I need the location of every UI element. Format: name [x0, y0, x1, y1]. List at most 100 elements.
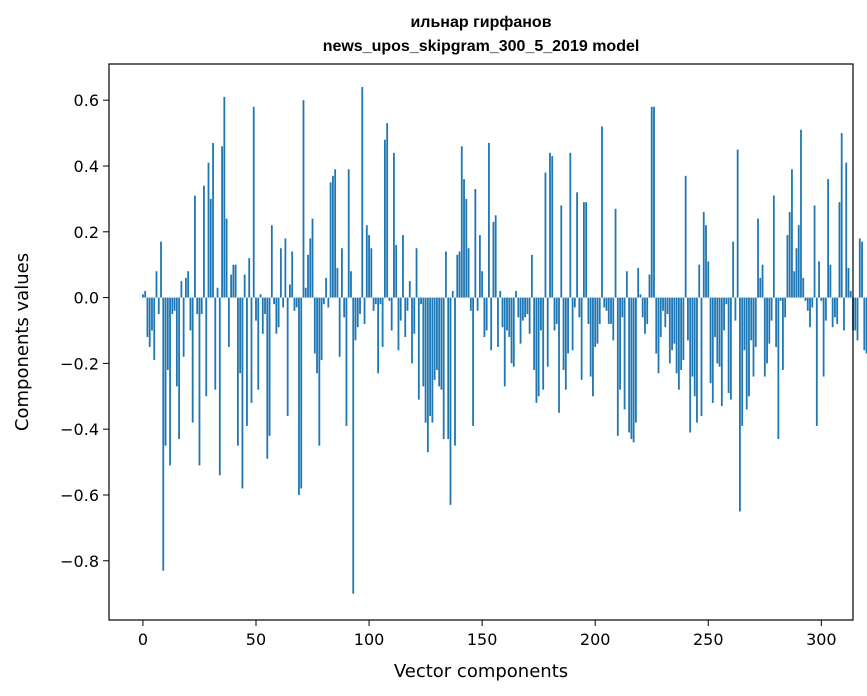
bar-190: [571, 297, 574, 351]
bar-310: [843, 297, 845, 331]
bar-117: [406, 297, 409, 311]
y-tick-label: −0.2: [60, 354, 99, 373]
bar-172: [530, 254, 533, 298]
bar-268: [748, 297, 750, 397]
bar-164: [512, 297, 515, 367]
bar-10: [164, 297, 167, 446]
bar-51: [257, 297, 260, 390]
y-tick-label: −0.6: [60, 486, 99, 505]
bar-193: [578, 297, 581, 318]
bar-52: [259, 294, 262, 298]
bar-32: [214, 297, 217, 390]
bar-192: [576, 192, 579, 298]
bar-245: [696, 297, 698, 423]
bar-56: [268, 297, 271, 436]
bar-146: [472, 297, 474, 426]
bar-106: [381, 297, 384, 347]
bar-83: [329, 182, 332, 298]
bar-23: [194, 195, 196, 298]
bar-302: [824, 297, 827, 321]
bar-55: [266, 297, 269, 459]
bar-282: [779, 297, 782, 301]
bar-194: [580, 297, 583, 380]
bar-318: [861, 241, 863, 298]
bar-129: [433, 297, 436, 380]
bar-200: [594, 297, 597, 347]
bar-157: [497, 297, 499, 347]
bar-213: [623, 297, 626, 410]
bar-67: [293, 297, 296, 311]
bar-295: [809, 297, 811, 328]
bar-81: [325, 277, 327, 298]
bar-3: [148, 297, 151, 347]
bar-206: [607, 297, 610, 324]
bar-315: [854, 297, 857, 331]
bar-140: [458, 251, 461, 298]
x-tick-label: 100: [354, 630, 385, 649]
bar-299: [818, 261, 820, 298]
bar-38: [227, 297, 230, 347]
bar-281: [777, 297, 780, 440]
bar-48: [250, 297, 253, 403]
bar-301: [822, 297, 825, 377]
x-tick-label: 0: [138, 630, 148, 649]
bar-154: [490, 297, 493, 351]
bar-235: [673, 297, 676, 344]
bar-19: [184, 277, 187, 298]
bar-99: [365, 225, 368, 298]
bar-41: [234, 264, 237, 298]
bar-101: [370, 248, 373, 298]
bar-162: [508, 297, 511, 338]
bar-13: [171, 297, 174, 315]
bar-135: [447, 297, 450, 440]
bar-207: [610, 297, 612, 324]
bar-97: [361, 87, 364, 298]
bar-228: [657, 297, 660, 374]
bar-274: [761, 264, 764, 298]
bar-217: [632, 297, 635, 443]
bar-49: [252, 106, 255, 298]
bar-178: [544, 172, 547, 298]
bar-158: [499, 291, 502, 298]
bar-114: [399, 297, 402, 321]
bar-170: [526, 297, 529, 315]
bar-63: [284, 238, 287, 298]
bar-307: [836, 297, 839, 324]
bar-27: [203, 185, 205, 298]
bar-290: [797, 225, 800, 298]
bar-108: [386, 123, 389, 298]
y-tick-label: 0.0: [74, 289, 99, 308]
bar-125: [424, 297, 427, 423]
bar-183: [555, 297, 558, 324]
bar-75: [311, 218, 314, 298]
bar-119: [411, 297, 413, 364]
bar-5: [153, 297, 156, 361]
bar-111: [393, 152, 395, 298]
bar-45: [243, 274, 246, 298]
bar-0: [142, 294, 144, 298]
bar-1: [144, 291, 147, 298]
bar-216: [630, 297, 633, 440]
bar-124: [422, 297, 425, 387]
bar-179: [546, 297, 549, 367]
bars-group: [142, 87, 867, 594]
bar-198: [589, 297, 592, 377]
x-tick-label: 250: [693, 630, 724, 649]
bar-250: [707, 261, 710, 298]
bar-58: [273, 297, 275, 305]
x-axis-label: Vector components: [394, 661, 568, 682]
bar-316: [856, 297, 859, 341]
bar-226: [653, 106, 655, 298]
bar-271: [754, 297, 757, 347]
x-tick-label: 300: [806, 630, 837, 649]
bar-211: [619, 297, 621, 390]
bar-320: [865, 297, 867, 354]
bar-15: [175, 297, 178, 387]
bar-155: [492, 221, 495, 298]
bar-92: [350, 271, 352, 298]
x-tick-label: 150: [467, 630, 498, 649]
bar-60: [277, 297, 280, 328]
bar-87: [338, 297, 341, 357]
